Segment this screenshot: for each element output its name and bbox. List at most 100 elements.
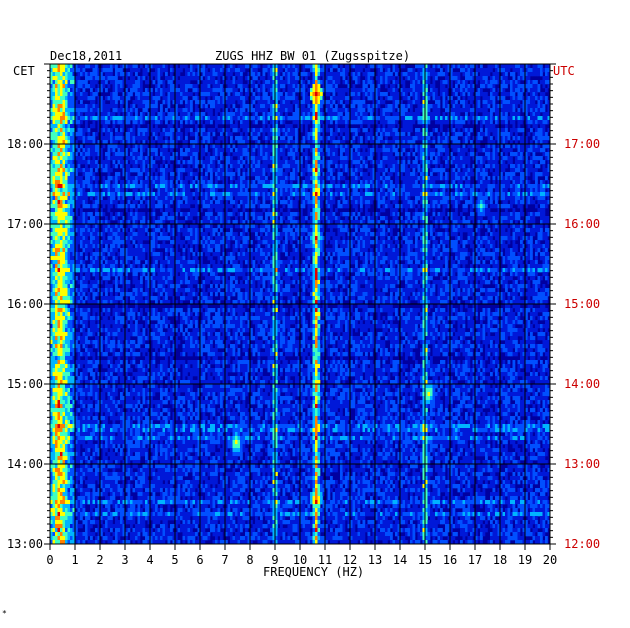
heatmap-cell [72, 168, 76, 173]
heatmap-cell [357, 80, 361, 85]
heatmap-cell [342, 104, 346, 109]
heatmap-cell [135, 120, 138, 125]
heatmap-cell [310, 80, 313, 85]
heatmap-cell [245, 136, 248, 141]
heatmap-cell [282, 88, 286, 93]
heatmap-cell [125, 148, 128, 153]
heatmap-cell [422, 96, 426, 101]
heatmap-cell [527, 80, 531, 85]
heatmap-cell [97, 96, 101, 101]
heatmap-cell [177, 132, 181, 137]
heatmap-cell [270, 180, 273, 185]
heatmap-cell [122, 152, 126, 157]
heatmap-cell [250, 72, 253, 77]
heatmap-cell [75, 168, 78, 173]
heatmap-cell [492, 72, 496, 77]
heatmap-cell [425, 112, 428, 117]
heatmap-cell [227, 76, 231, 81]
heatmap-cell [180, 180, 183, 185]
heatmap-cell [137, 120, 141, 125]
heatmap-cell [210, 80, 213, 85]
heatmap-cell [262, 80, 266, 85]
heatmap-cell [382, 116, 386, 121]
heatmap-cell [540, 108, 543, 113]
heatmap-cell [120, 152, 123, 157]
heatmap-cell [55, 124, 58, 129]
heatmap-cell [57, 92, 61, 97]
heatmap-cell [332, 144, 336, 149]
heatmap-cell [240, 104, 243, 109]
heatmap-cell [255, 168, 258, 173]
heatmap-cell [227, 132, 231, 137]
heatmap-cell [330, 152, 333, 157]
heatmap-cell [465, 184, 468, 189]
heatmap-cell [110, 64, 113, 69]
heatmap-cell [370, 168, 373, 173]
heatmap-cell [522, 132, 526, 137]
heatmap-cell [465, 76, 468, 81]
heatmap-cell [50, 112, 53, 117]
heatmap-cell [415, 84, 418, 89]
heatmap-cell [522, 68, 526, 73]
heatmap-cell [207, 64, 211, 69]
heatmap-cell [237, 188, 241, 193]
heatmap-cell [142, 120, 146, 125]
heatmap-cell [432, 176, 436, 181]
heatmap-cell [190, 176, 193, 181]
heatmap-cell [140, 180, 143, 185]
heatmap-cell [72, 96, 76, 101]
heatmap-cell [457, 172, 461, 177]
heatmap-cell [375, 96, 378, 101]
heatmap-cell [210, 100, 213, 105]
heatmap-cell [512, 80, 516, 85]
heatmap-cell [420, 88, 423, 93]
heatmap-cell [432, 116, 436, 121]
heatmap-cell [140, 184, 143, 189]
heatmap-cell [180, 88, 183, 93]
heatmap-cell [172, 76, 176, 81]
heatmap-cell [390, 172, 393, 177]
heatmap-cell [357, 112, 361, 117]
heatmap-cell [487, 64, 491, 69]
heatmap-cell [420, 184, 423, 189]
heatmap-cell [85, 176, 88, 181]
heatmap-cell [187, 100, 191, 105]
heatmap-cell [147, 112, 151, 117]
heatmap-cell [292, 96, 296, 101]
heatmap-cell [170, 148, 173, 153]
heatmap-cell [367, 96, 371, 101]
heatmap-cell [175, 136, 178, 141]
heatmap-cell [270, 120, 273, 125]
heatmap-cell [535, 160, 538, 165]
heatmap-cell [405, 180, 408, 185]
heatmap-cell [255, 188, 258, 193]
heatmap-cell [365, 68, 368, 73]
heatmap-cell [172, 120, 176, 125]
heatmap-cell [367, 108, 371, 113]
heatmap-cell [235, 180, 238, 185]
heatmap-cell [172, 108, 176, 113]
heatmap-cell [227, 120, 231, 125]
heatmap-cell [222, 112, 226, 117]
heatmap-cell [230, 72, 233, 77]
heatmap-cell [525, 104, 528, 109]
heatmap-cell [347, 156, 351, 161]
heatmap-cell [515, 168, 518, 173]
heatmap-cell [232, 124, 236, 129]
heatmap-cell [505, 92, 508, 97]
heatmap-cell [515, 136, 518, 141]
heatmap-cell [55, 148, 58, 153]
heatmap-cell [262, 84, 266, 89]
heatmap-cell [367, 156, 371, 161]
heatmap-cell [195, 108, 198, 113]
heatmap-cell [112, 84, 116, 89]
heatmap-cell [340, 184, 343, 189]
heatmap-cell [157, 168, 161, 173]
heatmap-cell [262, 112, 266, 117]
heatmap-cell [115, 184, 118, 189]
heatmap-cell [60, 184, 63, 189]
heatmap-cell [280, 176, 283, 181]
heatmap-cell [460, 132, 463, 137]
heatmap-cell [167, 88, 171, 93]
heatmap-cell [445, 104, 448, 109]
